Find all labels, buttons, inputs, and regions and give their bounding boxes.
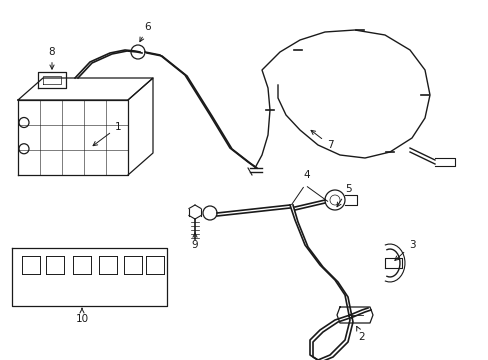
Text: 3: 3 <box>394 240 414 260</box>
Text: 5: 5 <box>336 184 350 207</box>
Text: 1: 1 <box>93 122 121 146</box>
Text: 10: 10 <box>75 309 88 324</box>
Text: 7: 7 <box>310 130 333 150</box>
Text: 4: 4 <box>303 170 310 180</box>
Text: 8: 8 <box>49 47 55 69</box>
Text: 6: 6 <box>140 22 151 42</box>
Text: 2: 2 <box>356 326 365 342</box>
Text: 9: 9 <box>191 233 198 250</box>
